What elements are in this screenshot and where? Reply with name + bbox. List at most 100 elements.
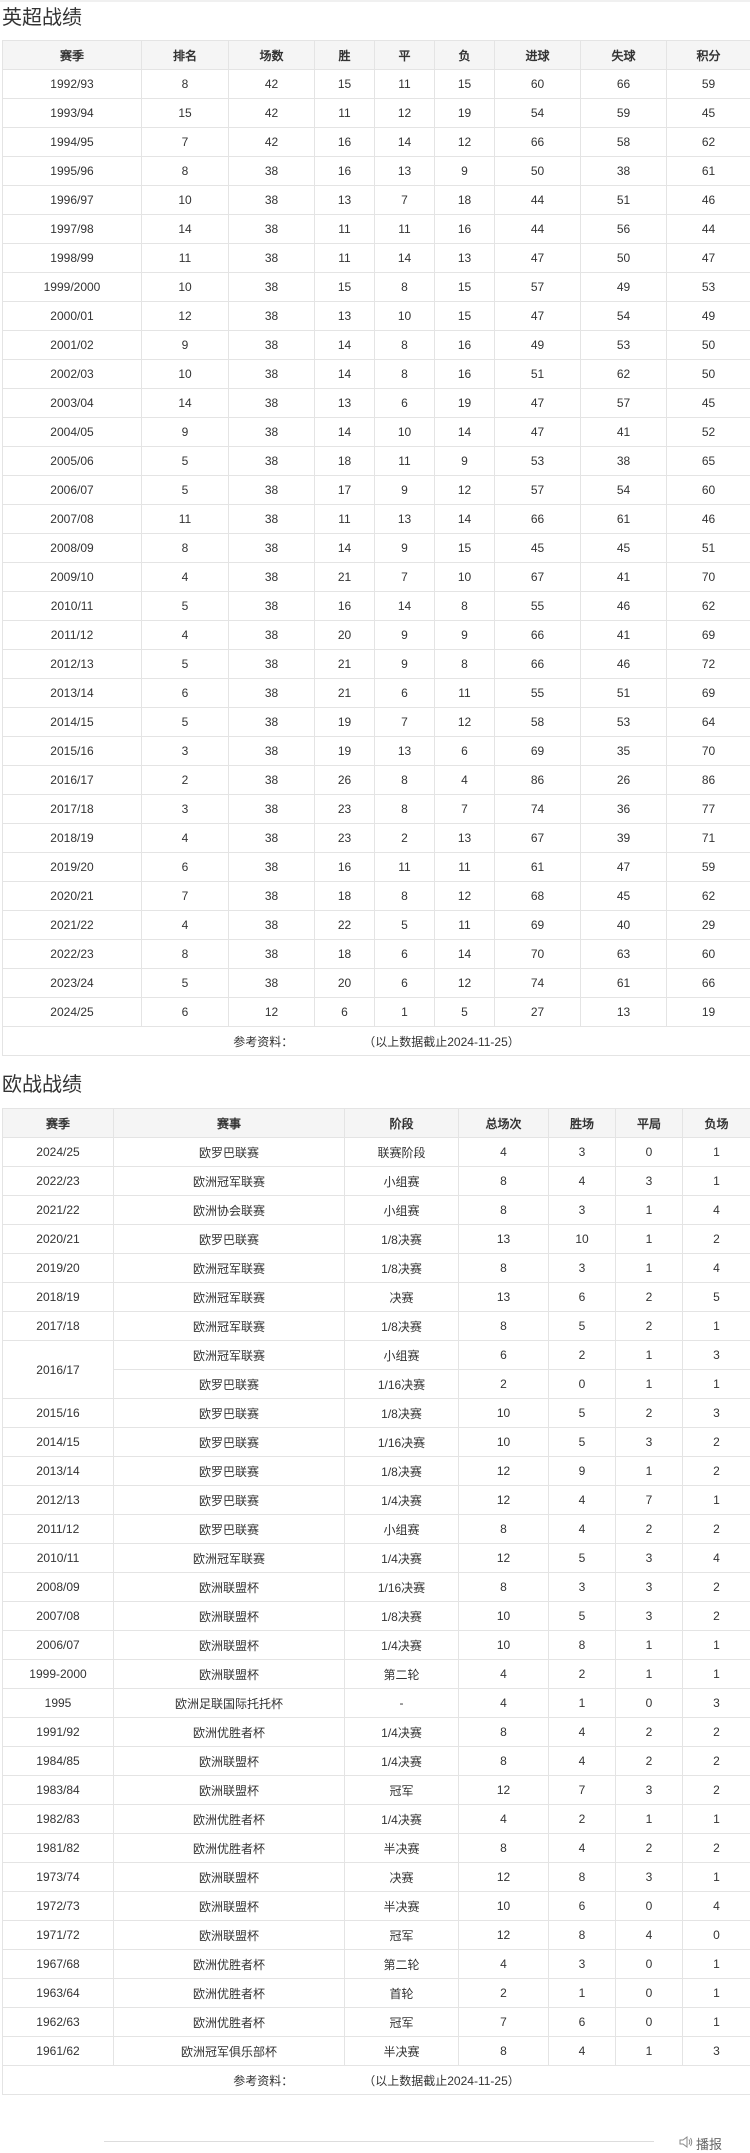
table-cell: 38 (229, 737, 315, 766)
table-cell: 2 (549, 1805, 616, 1834)
table-cell: 欧洲联盟杯 (114, 1747, 345, 1776)
table-cell: 6 (375, 940, 435, 969)
table-cell: 49 (667, 302, 750, 331)
table-cell: 2 (683, 1515, 750, 1544)
table-cell: 8 (549, 1863, 616, 1892)
table-cell: 2 (616, 1312, 683, 1341)
table-cell: 2008/09 (3, 534, 142, 563)
table-cell: 8 (459, 1312, 549, 1341)
table-cell: 6 (549, 1283, 616, 1312)
table-cell: 2005/06 (3, 447, 142, 476)
table-cell: 6 (549, 2008, 616, 2037)
table-cell: 冠军 (345, 1921, 459, 1950)
table-cell: 2004/05 (3, 418, 142, 447)
table-cell: 38 (229, 157, 315, 186)
table-cell: 2006/07 (3, 476, 142, 505)
table-cell: 60 (667, 476, 750, 505)
table-cell: 1 (616, 1805, 683, 1834)
table-cell: 欧洲优胜者杯 (114, 1805, 345, 1834)
table-cell: 2014/15 (3, 708, 142, 737)
table-cell: 38 (229, 911, 315, 940)
table-cell: 2 (459, 1370, 549, 1399)
table-cell: 58 (581, 128, 667, 157)
table-cell: 39 (581, 824, 667, 853)
table-cell: 16 (315, 157, 375, 186)
table-cell: 18 (435, 186, 495, 215)
broadcast-label: 播报 (696, 2134, 722, 2153)
table-cell: 半决赛 (345, 1892, 459, 1921)
table-cell: 61 (667, 157, 750, 186)
table-cell: 1 (683, 1312, 750, 1341)
table-cell: 47 (495, 389, 581, 418)
table-cell: 15 (435, 534, 495, 563)
table-cell: 2 (683, 1718, 750, 1747)
table-cell: 欧洲足联国际托托杯 (114, 1689, 345, 1718)
column-header: 阶段 (345, 1109, 459, 1138)
table-cell: 38 (229, 418, 315, 447)
table-cell: 1/16决赛 (345, 1428, 459, 1457)
table-cell: 19 (667, 998, 750, 1027)
table-cell: 2 (459, 1979, 549, 2008)
table-cell: 20 (315, 621, 375, 650)
table-cell: 19 (315, 737, 375, 766)
table-cell: 38 (229, 563, 315, 592)
table-cell: 0 (683, 1921, 750, 1950)
table-cell: 6 (459, 1341, 549, 1370)
column-header: 积分 (667, 41, 750, 70)
table-cell: 63 (581, 940, 667, 969)
table-cell: 1995/96 (3, 157, 142, 186)
table-cell: 8 (459, 1196, 549, 1225)
table-cell: 18 (315, 940, 375, 969)
reference-label: 参考资料： (233, 2072, 293, 2089)
table-cell: 2010/11 (3, 592, 142, 621)
table-cell: 1 (683, 1370, 750, 1399)
broadcast-button[interactable]: 播报 (679, 2134, 722, 2153)
table-cell: 55 (495, 679, 581, 708)
table-cell: 3 (142, 737, 229, 766)
table-cell: 欧洲冠军联赛 (114, 1167, 345, 1196)
table-cell: 1 (375, 998, 435, 1027)
table-cell: 64 (667, 708, 750, 737)
table-cell: 44 (495, 186, 581, 215)
table-cell: 欧洲优胜者杯 (114, 1950, 345, 1979)
table-cell: 1/4决赛 (345, 1747, 459, 1776)
table-cell: 欧洲联盟杯 (114, 1892, 345, 1921)
table-cell: 2 (683, 1428, 750, 1457)
table-cell: 2013/14 (3, 679, 142, 708)
table-cell: 38 (229, 273, 315, 302)
table-cell: 7 (459, 2008, 549, 2037)
table-cell: 欧洲联盟杯 (114, 1573, 345, 1602)
table-cell: 1973/74 (3, 1863, 114, 1892)
table-cell: 13 (375, 157, 435, 186)
table-cell: 35 (581, 737, 667, 766)
table-cell: 14 (142, 215, 229, 244)
table-cell: 小组赛 (345, 1515, 459, 1544)
table-cell: 13 (459, 1225, 549, 1254)
table-cell: 38 (229, 592, 315, 621)
table-cell: 8 (142, 534, 229, 563)
table-cell: 欧洲联盟杯 (114, 1602, 345, 1631)
column-header: 失球 (581, 41, 667, 70)
table-cell: 首轮 (345, 1979, 459, 2008)
table-cell: 1962/63 (3, 2008, 114, 2037)
table-cell: 8 (459, 1573, 549, 1602)
table-cell: 欧洲协会联赛 (114, 1196, 345, 1225)
table-cell: 1 (549, 1689, 616, 1718)
table-cell: 6 (375, 969, 435, 998)
table-cell: 2016/17 (3, 766, 142, 795)
table-cell: 0 (616, 1689, 683, 1718)
table-cell: 5 (549, 1602, 616, 1631)
table-cell: 1999/2000 (3, 273, 142, 302)
table-cell: 57 (581, 389, 667, 418)
table-cell: 11 (375, 70, 435, 99)
table-cell: 冠军 (345, 2008, 459, 2037)
